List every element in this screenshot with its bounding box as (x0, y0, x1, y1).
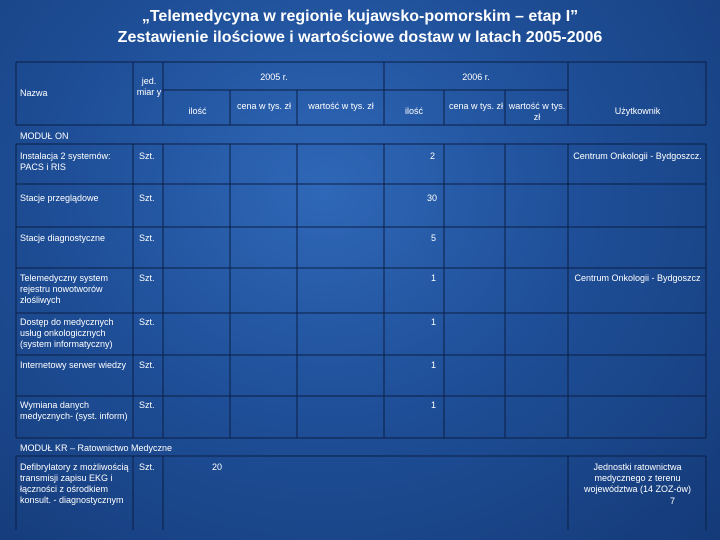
header-price-2006: cena w tys. zł (448, 101, 504, 111)
header-year-2005: 2005 r. (260, 72, 288, 82)
row-name: Instalacja 2 systemów: PACS i RIS (20, 151, 111, 172)
kr-row-name: Defibrylatory z możliwością transmisji z… (20, 462, 129, 505)
row-unit: Szt. (139, 360, 155, 370)
section-kr-label: MODUŁ KR – Ratownictwo Medyczne (20, 443, 173, 453)
header-value-2005: wartość w tys. zł (308, 101, 374, 111)
row-qty-2006: 5 (431, 233, 437, 243)
row-unit: Szt. (139, 233, 155, 243)
header-price-2005: cena w tys. zł (236, 101, 292, 111)
header-user: Użytkownik (614, 106, 661, 116)
kr-row-user-count: 7 (670, 496, 676, 506)
kr-row-user: Jednostki ratownictwa medycznego z teren… (583, 462, 692, 494)
row-qty-2006: 1 (431, 360, 437, 370)
row-qty-2006: 1 (431, 400, 437, 410)
header-unit: jed. miar y (136, 76, 162, 97)
row-name: Stacje przeglądowe (20, 193, 99, 203)
row-name: Internetowy serwer wiedzy (20, 360, 127, 370)
row-qty-2006: 1 (431, 317, 437, 327)
row-unit: Szt. (139, 193, 155, 203)
row-unit: Szt. (139, 151, 155, 161)
row-user: Centrum Onkologii - Bydgoszcz. (573, 151, 702, 161)
header-value-2006: wartość w tys. zł (508, 101, 566, 122)
row-name: Dostęp do medycznych usług onkologicznyc… (20, 317, 114, 349)
section-on-label: MODUŁ ON (20, 131, 69, 141)
row-name: Telemedyczny system rejestru nowotworów … (20, 273, 109, 305)
kr-row-unit: Szt. (139, 462, 155, 472)
row-qty-2006: 2 (430, 151, 436, 161)
header-qty-2005: ilość (188, 106, 207, 116)
page-title: „Telemedycyna w regionie kujawsko-pomors… (141, 8, 579, 25)
row-unit: Szt. (139, 317, 155, 327)
row-user: Centrum Onkologii - Bydgoszcz (574, 273, 701, 283)
header-year-2006: 2006 r. (462, 72, 490, 82)
row-qty-2006: 30 (427, 193, 438, 203)
row-unit: Szt. (139, 273, 155, 283)
page-subtitle: Zestawienie ilościowe i wartościowe dost… (117, 29, 603, 46)
kr-row-qty-2005: 20 (212, 462, 223, 472)
row-name: Wymiana danych medycznych- (syst. inform… (20, 400, 128, 421)
header-name: Nazwa (20, 88, 48, 98)
header-qty-2006: ilość (404, 106, 423, 116)
row-qty-2006: 1 (431, 273, 437, 283)
row-unit: Szt. (139, 400, 155, 410)
row-name: Stacje diagnostyczne (20, 233, 106, 243)
